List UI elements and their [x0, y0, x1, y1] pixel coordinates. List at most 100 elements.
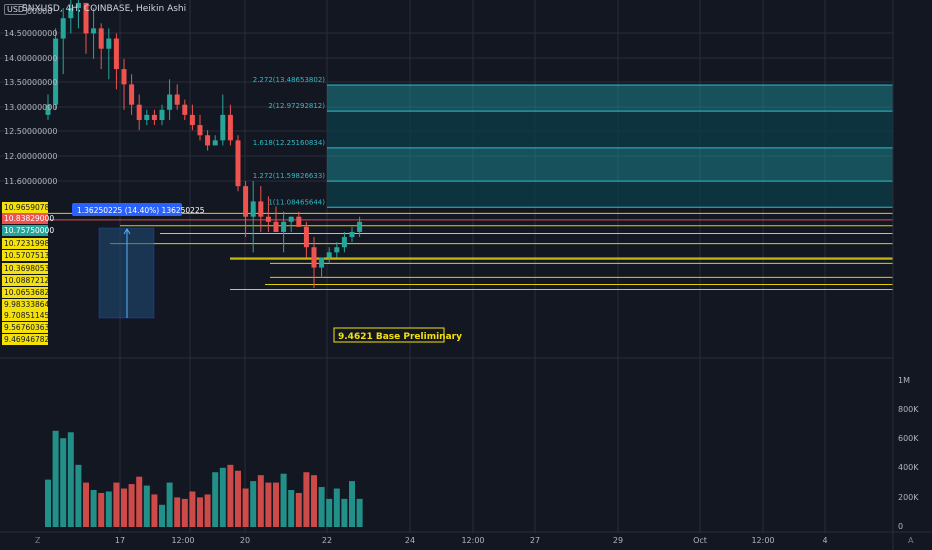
fib-level-label: 2(12.97292812) [268, 102, 325, 110]
volume-bar [227, 464, 234, 527]
candle-body [220, 114, 226, 141]
price-label-top: 15.0000000 [4, 7, 52, 16]
volume-bar [242, 488, 249, 527]
price-tag-text: 9.56760363 [4, 323, 50, 332]
volume-bar [189, 491, 196, 527]
time-axis[interactable]: 17 12:00 20 22 24 12:00 27 29 Oct 12:00 4 [115, 536, 828, 545]
volume-label: 400K [898, 463, 919, 472]
time-label: 24 [405, 536, 415, 545]
price-tag-text: 10.75750000 [4, 226, 54, 235]
fib-zone-lower [327, 147, 893, 182]
symbol-legend[interactable]: SNXUSD, 4H, COINBASE, Heikin Ashi [22, 4, 187, 14]
candle-body [235, 140, 241, 187]
candle-body [75, 2, 81, 9]
candle-body [91, 28, 97, 34]
price-tag-text: 10.57075135 [4, 251, 54, 260]
price-tag-text: 10.83829000 [4, 214, 54, 223]
candle-body [212, 140, 218, 146]
volume-bar [128, 484, 135, 527]
candle-body [113, 38, 119, 70]
volume-bar [349, 481, 355, 527]
price-tag-text: 9.98333864 [4, 300, 50, 309]
price-tag-bg [2, 275, 48, 286]
volume-bar [151, 494, 158, 527]
volume-axis[interactable]: 1M 800K 600K 400K 200K 0 [898, 376, 919, 531]
volume-bar [60, 438, 67, 527]
volume-bar [235, 470, 241, 527]
candle-body [167, 94, 173, 110]
fib-zone-top [327, 85, 893, 112]
candle-body [106, 38, 112, 49]
candle-body [334, 247, 340, 253]
time-label: 29 [613, 536, 623, 545]
price-tag-text: 9.46946782 [4, 335, 50, 344]
candle-body [159, 109, 165, 120]
price-label: 13.00000000 [4, 103, 57, 112]
volume-bar [257, 475, 264, 527]
volume-label: 200K [898, 493, 919, 502]
left-price-tags: 10.96590784 10.83829000 10.75750000 10.7231… [2, 202, 54, 345]
volume-bar [105, 491, 112, 527]
candle-body [60, 18, 66, 39]
currency-badge[interactable]: USD [4, 4, 28, 15]
price-tag-text: 9.70851145 [4, 311, 50, 320]
volume-bar [174, 497, 181, 527]
candle-body [319, 257, 325, 268]
measure-label: 1.36250225 (14.40%) 136250225 [77, 206, 205, 215]
price-tag-text: 10.72319988 [4, 239, 54, 248]
base-annotation[interactable]: 9.4621 Base Preliminary [333, 327, 462, 343]
candle-body [288, 216, 294, 222]
volume-bar [159, 504, 165, 527]
volume-bars [45, 430, 363, 527]
fib-level-label: 1(11.08465644) [268, 198, 325, 206]
candle-body [250, 201, 256, 217]
candle-body [341, 237, 347, 248]
volume-bar [113, 482, 120, 527]
price-tag-bg [2, 322, 48, 333]
price-axis[interactable]: 15.0000000 14.50000000 14.00000000 13.50000… [4, 7, 57, 186]
auto-scale-icon[interactable]: A [908, 536, 914, 545]
volume-bar [250, 481, 257, 527]
candle-body [129, 84, 135, 105]
volume-bar [326, 498, 333, 527]
volume-bar [341, 498, 348, 527]
time-label: 12:00 [171, 536, 194, 545]
candle-body [265, 216, 271, 222]
candle-body [227, 114, 233, 141]
candle-body [205, 135, 211, 146]
volume-bar [318, 487, 325, 527]
time-label: 22 [322, 536, 332, 545]
price-label: 13.50000000 [4, 78, 57, 87]
price-range-measure[interactable]: 1.36250225 (14.40%) 136250225 [72, 203, 205, 319]
volume-bar [333, 488, 340, 527]
timezone-icon[interactable]: Z [35, 536, 41, 545]
fib-extension[interactable]: 2.272(13.48653802) 2(12.97292812) 1.618(12… [253, 76, 893, 208]
candle-body [357, 221, 363, 232]
candle-body [83, 2, 89, 34]
candle-body [303, 226, 309, 248]
fib-level-label: 2.272(13.48653802) [253, 76, 326, 84]
time-label: 12:00 [461, 536, 484, 545]
price-tag-text: 10.08872128 [4, 276, 54, 285]
measure-label-box [72, 203, 182, 216]
candle-body [174, 94, 180, 105]
price-tag-text: 10.06536827 [4, 288, 54, 297]
fib-zone-mid [327, 111, 893, 148]
candle-body [273, 221, 279, 232]
volume-bar [83, 482, 89, 527]
candle-body [243, 186, 249, 217]
candle-body [151, 114, 157, 120]
volume-label: 800K [898, 405, 919, 414]
volume-bar [356, 498, 363, 527]
volume-bar [121, 488, 127, 527]
volume-bar [204, 494, 211, 527]
price-tag-bg [2, 334, 48, 345]
candle-body [121, 69, 127, 85]
price-tag-bg [2, 213, 48, 224]
candle-body [189, 114, 195, 126]
volume-bar [212, 472, 219, 527]
candle-body [53, 38, 59, 105]
horizontal-levels[interactable] [40, 212, 893, 291]
volume-bar [98, 492, 105, 527]
